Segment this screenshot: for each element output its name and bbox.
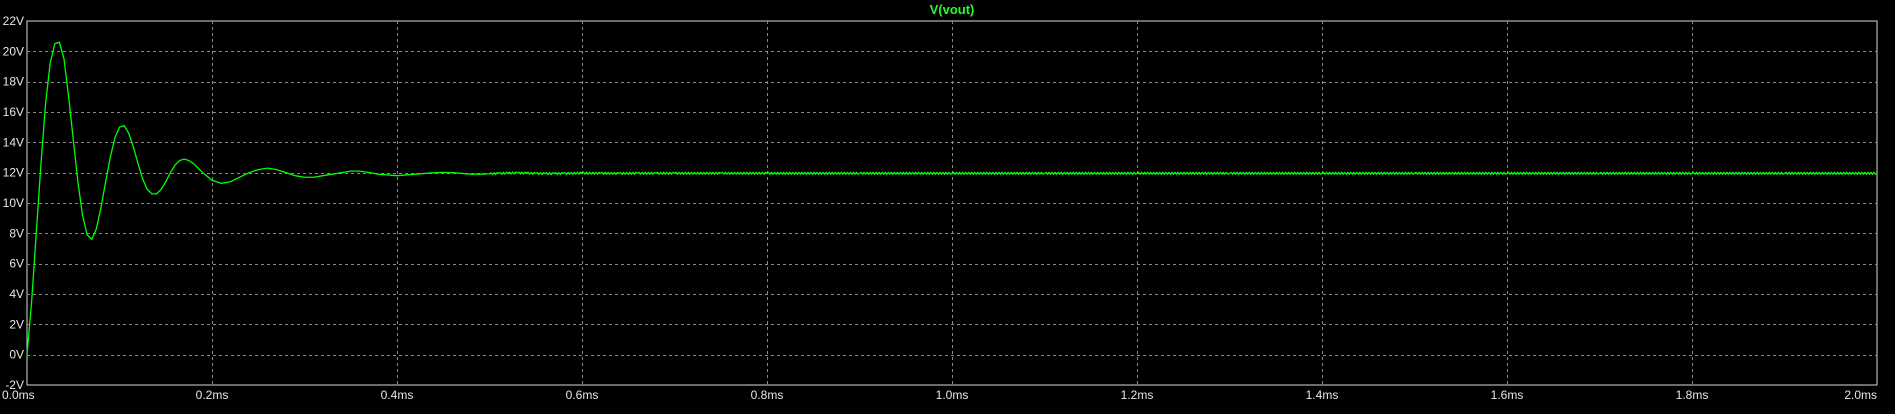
tick-labels: 0.0ms 0.2ms 0.4ms 0.6ms 0.8ms 1.0ms 1.2ms 1.4ms… xyxy=(2,14,1877,402)
x-tick-label: 2.0ms xyxy=(1844,388,1877,402)
y-tick-label: 20V xyxy=(3,44,24,58)
y-tick-label: 10V xyxy=(3,196,24,210)
y-tick-label: 14V xyxy=(3,135,24,149)
y-tick-label: 18V xyxy=(3,75,24,89)
y-tick-label: 8V xyxy=(9,226,24,240)
x-tick-label: 1.2ms xyxy=(1121,388,1154,402)
x-tick-label: 1.4ms xyxy=(1306,388,1339,402)
trace-line[interactable] xyxy=(26,41,1878,355)
x-tick-label: 0.2ms xyxy=(196,388,229,402)
y-tick-label: 4V xyxy=(9,287,24,301)
x-tick-label: 1.6ms xyxy=(1491,388,1524,402)
y-tick-label: 0V xyxy=(9,348,24,362)
x-tick-label: 1.8ms xyxy=(1676,388,1709,402)
y-tick-label: 2V xyxy=(9,317,24,331)
x-tick-label: 0.8ms xyxy=(751,388,784,402)
y-tick-label: 6V xyxy=(9,257,24,271)
y-tick-label: 22V xyxy=(3,14,24,28)
x-tick-label: 0.6ms xyxy=(566,388,599,402)
y-tick-label: 16V xyxy=(3,105,24,119)
y-tick-label: -2V xyxy=(5,378,24,392)
y-tick-label: 12V xyxy=(3,166,24,180)
x-tick-label: 1.0ms xyxy=(936,388,969,402)
x-tick-label: 0.4ms xyxy=(381,388,414,402)
x-tick-label: 0.0ms xyxy=(2,388,35,402)
grid-lines xyxy=(27,21,1877,385)
chart-title[interactable]: V(vout) xyxy=(930,2,975,17)
